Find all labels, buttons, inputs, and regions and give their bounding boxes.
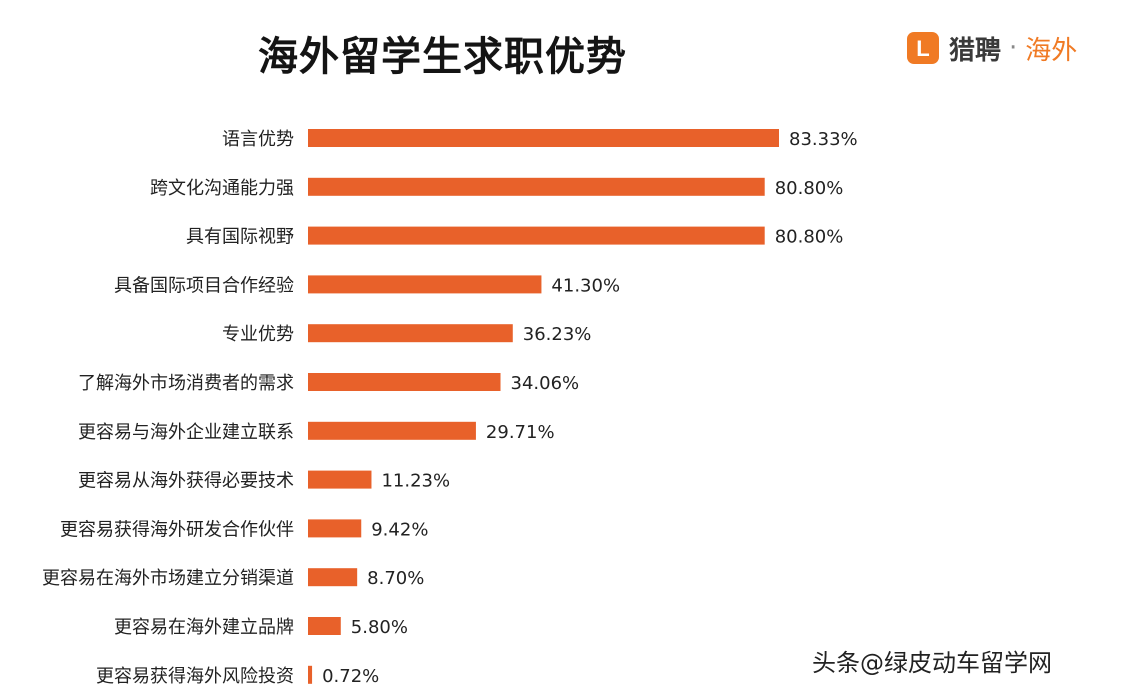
category-label: 更容易与海外企业建立联系 xyxy=(78,422,294,443)
bar xyxy=(308,617,341,635)
brand-separator: · xyxy=(1009,33,1018,63)
category-label: 专业优势 xyxy=(222,324,294,345)
category-label: 更容易获得海外研发合作伙伴 xyxy=(60,519,294,540)
bar xyxy=(308,226,765,245)
chart-title: 海外留学生求职优势 xyxy=(258,34,627,80)
bar xyxy=(308,519,362,538)
bar xyxy=(308,421,476,440)
brand-logo-group: L 猎聘 · 海外 xyxy=(905,28,1077,68)
category-label: 更容易获得海外风险投资 xyxy=(96,666,294,687)
category-label: 更容易在海外建立品牌 xyxy=(114,617,294,638)
bar xyxy=(308,129,779,147)
category-label: 跨文化沟通能力强 xyxy=(150,178,294,199)
value-label: 80.80% xyxy=(775,227,844,248)
category-label: 具备国际项目合作经验 xyxy=(114,275,294,296)
category-label: 具有国际视野 xyxy=(186,227,294,248)
watermark-platform: 头条 xyxy=(812,649,860,677)
value-label: 9.42% xyxy=(371,519,428,540)
category-label: 了解海外市场消费者的需求 xyxy=(78,373,294,394)
liepin-logo-icon: L xyxy=(907,32,939,64)
bar xyxy=(308,324,513,343)
value-label: 80.80% xyxy=(775,178,844,199)
watermark-handle: @绿皮动车留学网 xyxy=(860,649,1052,677)
category-label: 更容易在海外市场建立分销渠道 xyxy=(42,568,294,589)
bar xyxy=(308,568,358,587)
bar xyxy=(308,665,313,684)
value-label: 36.23% xyxy=(523,324,592,345)
category-label: 更容易从海外获得必要技术 xyxy=(78,471,294,492)
value-label: 29.71% xyxy=(486,422,555,443)
watermark: 头条 @绿皮动车留学网 xyxy=(812,643,1052,678)
bar xyxy=(308,177,765,196)
bar xyxy=(308,275,542,294)
value-label: 11.23% xyxy=(381,471,450,492)
bar xyxy=(308,470,372,489)
value-label: 34.06% xyxy=(511,373,580,394)
value-label: 8.70% xyxy=(367,568,424,589)
value-label: 83.33% xyxy=(789,129,858,150)
brand-name: 猎聘 xyxy=(949,35,1002,66)
logo-letter: L xyxy=(916,36,929,61)
value-label: 41.30% xyxy=(551,275,620,296)
category-label: 语言优势 xyxy=(222,129,294,150)
value-label: 5.80% xyxy=(351,617,408,638)
value-label: 0.72% xyxy=(322,666,379,687)
brand-subtitle: 海外 xyxy=(1025,35,1078,66)
bar xyxy=(308,373,501,391)
